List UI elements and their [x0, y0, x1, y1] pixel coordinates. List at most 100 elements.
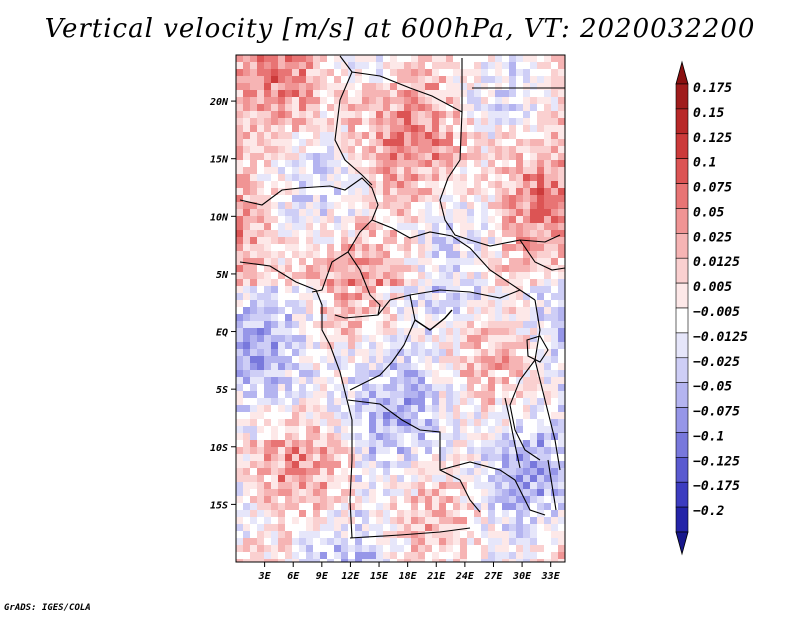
field-cell: [369, 118, 376, 125]
field-cell: [446, 265, 453, 272]
field-cell: [460, 321, 467, 328]
field-cell: [551, 90, 558, 97]
field-cell: [495, 216, 502, 223]
field-cell: [320, 559, 327, 562]
field-cell: [439, 307, 446, 314]
field-cell: [285, 139, 292, 146]
field-cell: [488, 69, 495, 76]
field-cell: [257, 552, 264, 559]
field-cell: [327, 139, 334, 146]
field-cell: [243, 202, 250, 209]
field-cell: [404, 125, 411, 132]
field-cell: [320, 216, 327, 223]
field-cell: [376, 517, 383, 524]
field-cell: [502, 321, 509, 328]
field-cell: [439, 433, 446, 440]
field-cell: [362, 55, 369, 62]
field-cell: [397, 223, 404, 230]
field-cell: [397, 517, 404, 524]
field-cell: [467, 244, 474, 251]
field-cell: [334, 398, 341, 405]
field-cell: [306, 160, 313, 167]
field-cell: [264, 244, 271, 251]
field-cell: [432, 433, 439, 440]
field-cell: [411, 419, 418, 426]
field-cell: [432, 97, 439, 104]
field-cell: [306, 286, 313, 293]
field-cell: [453, 419, 460, 426]
field-cell: [278, 531, 285, 538]
field-cell: [390, 412, 397, 419]
field-cell: [544, 125, 551, 132]
field-cell: [453, 433, 460, 440]
field-cell: [250, 433, 257, 440]
field-cell: [355, 384, 362, 391]
field-cell: [383, 174, 390, 181]
field-cell: [516, 69, 523, 76]
field-cell: [516, 111, 523, 118]
field-cell: [446, 328, 453, 335]
field-cell: [460, 538, 467, 545]
y-tick-label: 15N: [210, 155, 229, 166]
field-cell: [474, 482, 481, 489]
field-cell: [299, 559, 306, 562]
field-cell: [362, 230, 369, 237]
field-cell: [425, 244, 432, 251]
field-cell: [327, 433, 334, 440]
field-cell: [453, 314, 460, 321]
field-cell: [446, 181, 453, 188]
field-cell: [523, 76, 530, 83]
field-cell: [327, 279, 334, 286]
field-cell: [285, 83, 292, 90]
field-cell: [432, 139, 439, 146]
field-cell: [320, 412, 327, 419]
field-cell: [362, 447, 369, 454]
field-cell: [425, 349, 432, 356]
field-cell: [327, 90, 334, 97]
field-cell: [418, 265, 425, 272]
field-cell: [432, 496, 439, 503]
field-cell: [369, 419, 376, 426]
field-cell: [439, 398, 446, 405]
field-cell: [383, 216, 390, 223]
field-cell: [544, 62, 551, 69]
field-cell: [243, 524, 250, 531]
field-cell: [278, 83, 285, 90]
field-cell: [502, 293, 509, 300]
field-cell: [397, 559, 404, 562]
field-cell: [467, 174, 474, 181]
field-cell: [467, 496, 474, 503]
field-cell: [425, 552, 432, 559]
field-cell: [264, 90, 271, 97]
field-cell: [446, 251, 453, 258]
field-cell: [243, 223, 250, 230]
x-tick-label: 9E: [316, 571, 329, 582]
field-cell: [453, 132, 460, 139]
field-cell: [369, 405, 376, 412]
field-cell: [271, 237, 278, 244]
field-cell: [257, 538, 264, 545]
field-cell: [460, 293, 467, 300]
field-cell: [537, 314, 544, 321]
field-cell: [467, 461, 474, 468]
field-cell: [236, 321, 243, 328]
field-cell: [397, 293, 404, 300]
field-cell: [313, 146, 320, 153]
field-cell: [341, 524, 348, 531]
field-cell: [306, 552, 313, 559]
field-cell: [264, 482, 271, 489]
field-cell: [453, 153, 460, 160]
field-cell: [320, 433, 327, 440]
field-cell: [264, 314, 271, 321]
field-cell: [376, 461, 383, 468]
field-cell: [320, 545, 327, 552]
field-cell: [250, 244, 257, 251]
field-cell: [481, 69, 488, 76]
field-cell: [460, 426, 467, 433]
field-cell: [488, 307, 495, 314]
field-cell: [481, 405, 488, 412]
field-cell: [257, 342, 264, 349]
field-cell: [481, 412, 488, 419]
field-cell: [285, 118, 292, 125]
